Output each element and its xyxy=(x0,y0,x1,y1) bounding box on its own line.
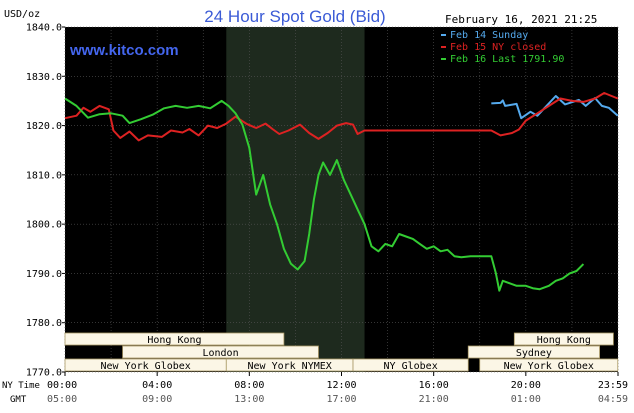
x-tick-label-ny: 16:00 xyxy=(419,380,449,391)
session-block: London xyxy=(122,345,319,359)
session-bar xyxy=(467,345,600,359)
y-tick-label: 1840.0 xyxy=(26,23,62,34)
x-tick-label-gmt: 13:00 xyxy=(234,394,264,405)
session-label: Hong Kong xyxy=(147,335,201,346)
session-label: New York Globex xyxy=(100,361,190,372)
session-block: Hong Kong xyxy=(64,332,285,346)
x-tick-label-gmt: 04:59 xyxy=(598,394,628,405)
x-tick-label-gmt: 21:00 xyxy=(419,394,449,405)
legend-label: Feb 14 Sunday xyxy=(450,30,528,41)
legend-label: Feb 15 NY closed xyxy=(450,42,546,53)
y-tick-label: 1810.0 xyxy=(26,170,62,181)
x-tick-label-ny: 12:00 xyxy=(326,380,356,391)
x-tick-label-ny: 00:00 xyxy=(47,380,77,391)
x-tick-label-ny: 23:59 xyxy=(598,380,628,391)
x-tick-label-gmt: 05:00 xyxy=(47,394,77,405)
session-label: New York Globex xyxy=(504,361,594,372)
y-tick-label: 1820.0 xyxy=(26,121,62,132)
legend-item: Feb 16 Last 1791.90 xyxy=(441,54,564,65)
session-block: New York Globex xyxy=(479,358,619,372)
legend-swatch xyxy=(441,58,446,60)
session-bar xyxy=(64,332,285,346)
session-bar xyxy=(479,358,619,372)
session-label: Sydney xyxy=(516,348,552,359)
y-tick-label: 1790.0 xyxy=(26,269,62,280)
legend-item: Feb 15 NY closed xyxy=(441,42,546,53)
session-bar xyxy=(122,345,319,359)
session-block: Sydney xyxy=(467,345,600,359)
x-axis-ticks: 00:00 05:00 04:00 09:00 08:00 13:00 12:00 17:00… xyxy=(47,372,628,405)
watermark-url: www.kitco.com xyxy=(69,42,179,59)
series-line xyxy=(64,97,585,292)
x-tick-label-gmt: 01:00 xyxy=(511,394,541,405)
session-label: NY Globex xyxy=(384,361,438,372)
session-bar xyxy=(513,332,614,346)
y-tick-label: 1830.0 xyxy=(26,72,62,83)
chart-timestamp: February 16, 2021 21:25 xyxy=(445,13,597,26)
session-label: New York NYMEX xyxy=(248,361,332,372)
session-bar xyxy=(352,358,469,372)
unit-label: USD/oz xyxy=(4,9,40,20)
y-tick-label: 1780.0 xyxy=(26,318,62,329)
y-tick-label: 1800.0 xyxy=(26,220,62,231)
session-label: Hong Kong xyxy=(537,335,591,346)
x-tick-label-ny: 20:00 xyxy=(511,380,541,391)
legend-item: Feb 14 Sunday xyxy=(441,30,528,41)
ny-time-label: NY Time xyxy=(2,381,40,391)
gmt-label: GMT xyxy=(10,395,27,405)
session-block: New York NYMEX xyxy=(225,358,354,372)
price-series xyxy=(64,92,619,292)
session-label: London xyxy=(202,348,238,359)
x-tick-label-ny: 04:00 xyxy=(142,380,172,391)
legend-label: Feb 16 Last 1791.90 xyxy=(450,54,564,65)
session-block: Hong Kong xyxy=(513,332,614,346)
session-block: New York Globex xyxy=(64,358,227,372)
chart-title: 24 Hour Spot Gold (Bid) xyxy=(204,7,385,26)
legend-swatch xyxy=(441,34,446,36)
series-line xyxy=(64,92,619,142)
y-tick-label: 1770.0 xyxy=(26,368,62,379)
x-tick-label-gmt: 17:00 xyxy=(326,394,356,405)
x-tick-label-ny: 08:00 xyxy=(234,380,264,391)
legend-swatch xyxy=(441,46,446,48)
y-axis-ticks: 1840.0 1830.0 1820.0 1810.0 1800.0 1790.0 1780… xyxy=(26,23,65,379)
session-block: NY Globex xyxy=(352,358,469,372)
x-tick-label-gmt: 09:00 xyxy=(142,394,172,405)
